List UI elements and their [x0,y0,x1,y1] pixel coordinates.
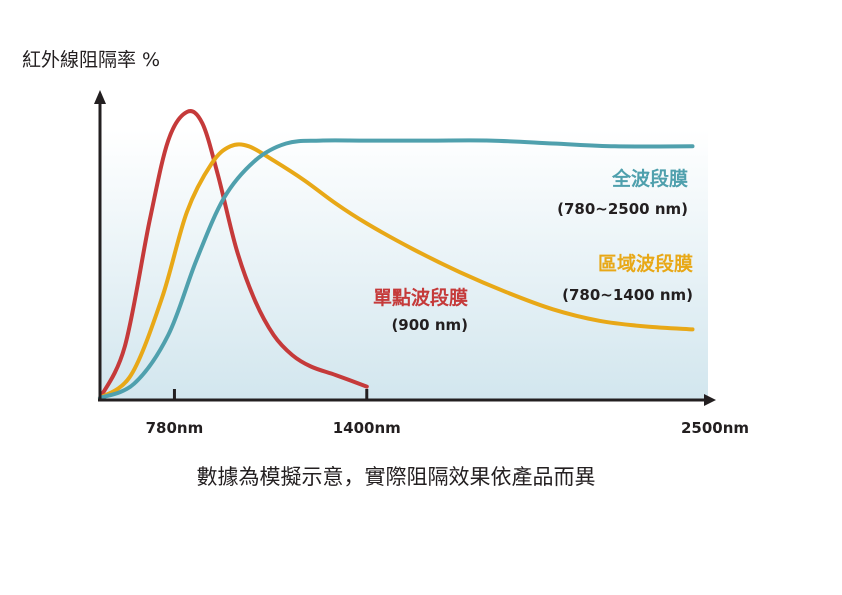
x-tick-label-2: 2500nm [681,419,749,437]
x-axis-arrow [704,394,716,406]
series-name-region: 區域波段膜 [598,252,693,275]
x-tick-label-1: 1400nm [333,419,401,437]
series-name-single: 單點波段膜 [373,286,468,309]
series-range-region: (780~1400 nm) [562,286,693,304]
series-range-full: (780~2500 nm) [557,200,688,218]
y-axis-arrow [94,90,106,104]
series-name-full: 全波段膜 [611,167,688,190]
x-tick-label-0: 780nm [146,419,204,437]
series-label-single: 單點波段膜 (900 nm) [373,286,468,334]
series-line-single-band [98,109,369,400]
series-range-single: (900 nm) [391,316,468,334]
series-label-region: 區域波段膜 (780~1400 nm) [562,252,693,304]
x-ticks: 780nm 1400nm 2500nm [146,389,749,437]
y-axis-label: 紅外線阻隔率 % [22,49,160,71]
plot-background [100,130,708,400]
series-line-full-band [98,138,695,400]
series-label-full: 全波段膜 (780~2500 nm) [557,167,688,218]
footnote: 數據為模擬示意，實際阻隔效果依產品而異 [197,465,596,489]
series-curves [98,109,695,400]
series-line-region-band [98,142,695,400]
